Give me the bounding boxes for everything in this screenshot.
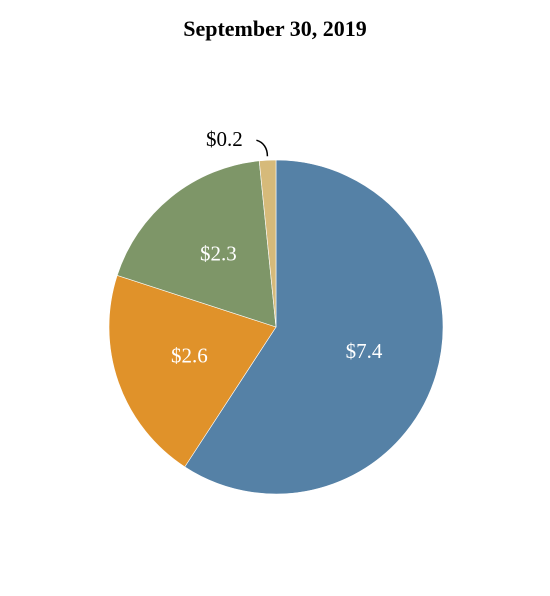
slice-label-2: $2.3	[200, 241, 237, 265]
chart-title: September 30, 2019	[183, 16, 367, 41]
pie-labels: $7.4 $2.6 $2.3 $0.2	[171, 127, 383, 367]
slice-label-3: $0.2	[206, 127, 243, 151]
pie-slice-1	[108, 275, 277, 468]
leader-line-3	[256, 139, 269, 157]
pie-slice-0	[184, 159, 444, 495]
pie-slice-3	[258, 159, 277, 328]
pie-slices	[108, 159, 444, 495]
slice-label-1: $2.6	[171, 343, 208, 367]
slice-label-0: $7.4	[346, 339, 383, 363]
pie-slice-2	[116, 160, 277, 328]
